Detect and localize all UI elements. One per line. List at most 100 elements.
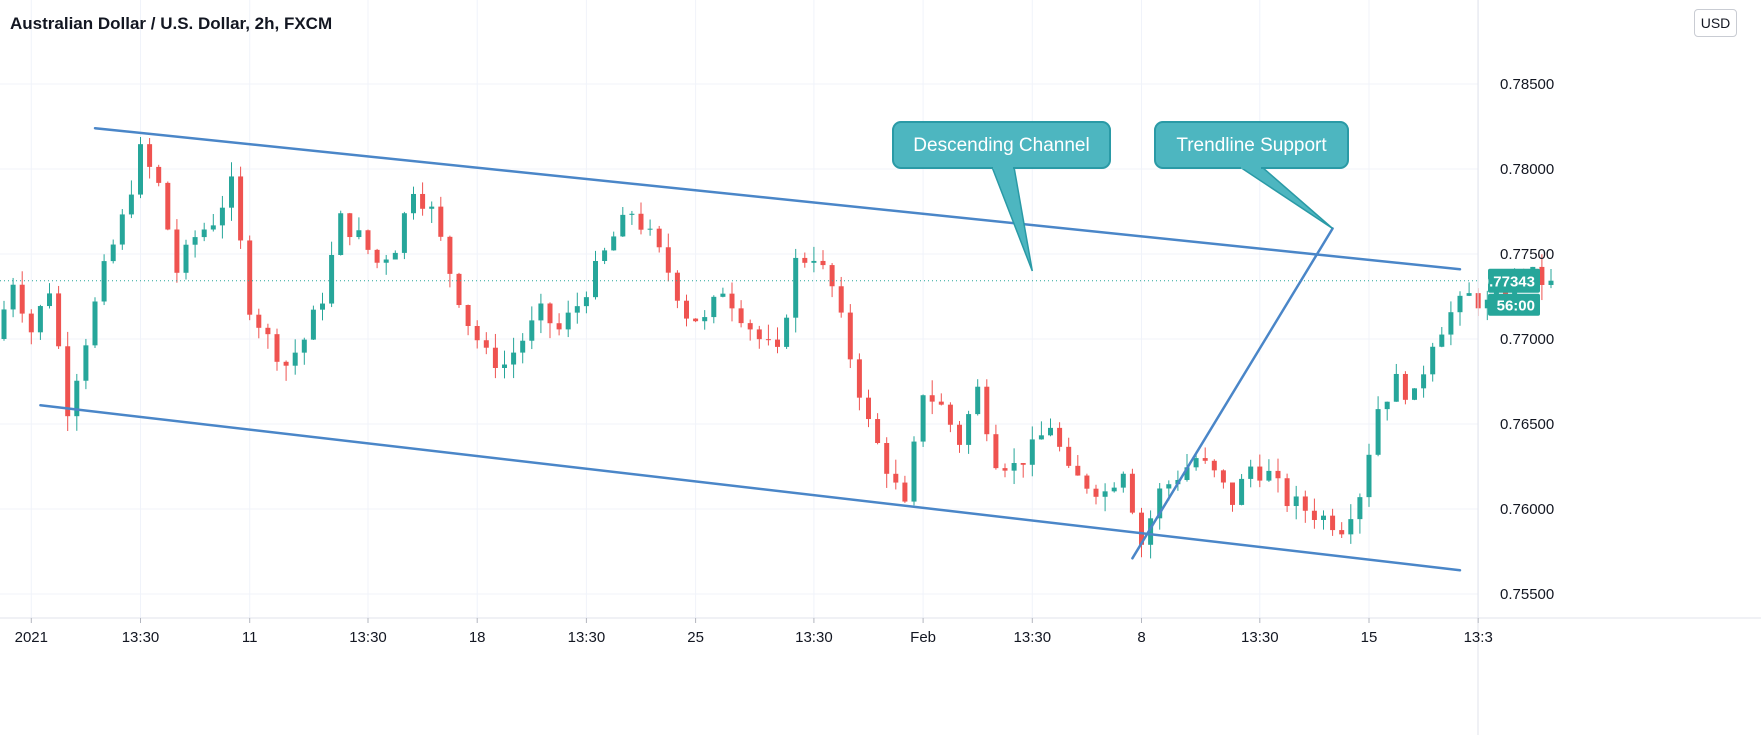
candle[interactable]	[147, 138, 153, 179]
candle[interactable]	[820, 250, 826, 270]
candle[interactable]	[1, 300, 7, 341]
candle[interactable]	[1048, 418, 1053, 437]
candle[interactable]	[1211, 459, 1217, 478]
candle[interactable]	[975, 379, 981, 416]
candle[interactable]	[238, 166, 244, 249]
candle[interactable]	[602, 247, 608, 265]
candle[interactable]	[656, 225, 662, 253]
candle[interactable]	[1430, 342, 1436, 382]
candle[interactable]	[893, 459, 899, 490]
candle[interactable]	[156, 164, 162, 187]
candle[interactable]	[1066, 437, 1072, 469]
candle[interactable]	[1448, 301, 1454, 346]
candle[interactable]	[256, 308, 262, 339]
candle[interactable]	[756, 325, 762, 349]
candle[interactable]	[174, 219, 180, 283]
candle[interactable]	[1102, 483, 1108, 512]
candle[interactable]	[1284, 473, 1290, 512]
candle[interactable]	[411, 186, 416, 220]
candles[interactable]	[1, 136, 1554, 559]
candle[interactable]	[1302, 490, 1308, 523]
candle[interactable]	[101, 254, 107, 306]
candle[interactable]	[1457, 291, 1463, 326]
candle[interactable]	[420, 182, 426, 216]
candle[interactable]	[811, 246, 817, 273]
candle[interactable]	[229, 162, 234, 221]
candle[interactable]	[1421, 365, 1427, 398]
candle[interactable]	[74, 373, 80, 431]
candle[interactable]	[1393, 363, 1399, 402]
candle[interactable]	[802, 252, 808, 268]
candle[interactable]	[1412, 388, 1417, 401]
candle[interactable]	[1257, 454, 1263, 488]
candle[interactable]	[866, 389, 871, 428]
callout-descending-channel[interactable]: Descending Channel	[892, 121, 1111, 272]
channel-upper-line[interactable]	[93, 126, 1462, 271]
candle[interactable]	[1366, 443, 1372, 507]
candle[interactable]	[183, 239, 189, 280]
candle[interactable]	[483, 332, 489, 355]
candle[interactable]	[301, 337, 307, 365]
candle[interactable]	[474, 320, 480, 349]
candle[interactable]	[1220, 469, 1226, 489]
price-axis[interactable]: 0.78500 0.78000 0.77500 0.77000 0.76500 0.760…	[1500, 76, 1554, 603]
candle[interactable]	[993, 424, 999, 470]
candle[interactable]	[374, 248, 380, 269]
candle[interactable]	[1402, 371, 1408, 405]
candle[interactable]	[438, 196, 444, 241]
candle[interactable]	[1384, 401, 1390, 421]
candle[interactable]	[1357, 493, 1363, 534]
candle[interactable]	[856, 353, 862, 411]
candle[interactable]	[338, 210, 344, 256]
candle[interactable]	[1321, 510, 1326, 530]
candle[interactable]	[56, 285, 62, 349]
candle[interactable]	[1275, 458, 1281, 493]
candle[interactable]	[957, 421, 962, 453]
support-line-line[interactable]	[1131, 227, 1334, 560]
candle[interactable]	[19, 271, 25, 323]
candle[interactable]	[265, 323, 271, 349]
candle[interactable]	[247, 235, 253, 321]
callout-trendline-support[interactable]: Trendline Support	[1154, 121, 1349, 230]
currency-button[interactable]: USD	[1694, 9, 1737, 37]
candle[interactable]	[729, 282, 735, 322]
candle[interactable]	[847, 304, 853, 369]
candle[interactable]	[110, 239, 116, 264]
candle[interactable]	[529, 306, 535, 350]
candle[interactable]	[492, 333, 498, 379]
time-axis[interactable]: 2021 13:30 11 13:30 18 13:30 25 13:30 Feb 13:30 8 1…	[15, 618, 1493, 646]
candle[interactable]	[92, 297, 98, 348]
candle[interactable]	[911, 436, 917, 506]
candle[interactable]	[984, 379, 990, 442]
candle[interactable]	[556, 313, 562, 336]
candle[interactable]	[702, 310, 708, 330]
candle[interactable]	[83, 338, 89, 390]
candle[interactable]	[310, 305, 316, 341]
candle[interactable]	[502, 350, 507, 379]
candle[interactable]	[47, 283, 52, 309]
candle[interactable]	[574, 292, 580, 324]
candle[interactable]	[1293, 485, 1299, 520]
candle[interactable]	[611, 231, 617, 251]
candle[interactable]	[119, 209, 125, 250]
candle[interactable]	[720, 287, 726, 298]
candle[interactable]	[1539, 254, 1545, 301]
candle[interactable]	[765, 324, 771, 346]
candle[interactable]	[647, 219, 653, 236]
candle[interactable]	[1157, 483, 1163, 530]
candle[interactable]	[1202, 447, 1208, 464]
candle[interactable]	[1011, 448, 1017, 485]
candle[interactable]	[1038, 421, 1044, 440]
candle[interactable]	[465, 304, 471, 336]
candle[interactable]	[1466, 282, 1472, 297]
candle[interactable]	[684, 294, 689, 327]
candle[interactable]	[583, 291, 589, 314]
candle[interactable]	[1548, 269, 1554, 289]
candle[interactable]	[1230, 482, 1235, 512]
candle[interactable]	[292, 339, 298, 375]
candle[interactable]	[793, 248, 799, 333]
candle[interactable]	[138, 136, 143, 199]
candle[interactable]	[210, 214, 216, 232]
candle[interactable]	[1002, 463, 1008, 478]
